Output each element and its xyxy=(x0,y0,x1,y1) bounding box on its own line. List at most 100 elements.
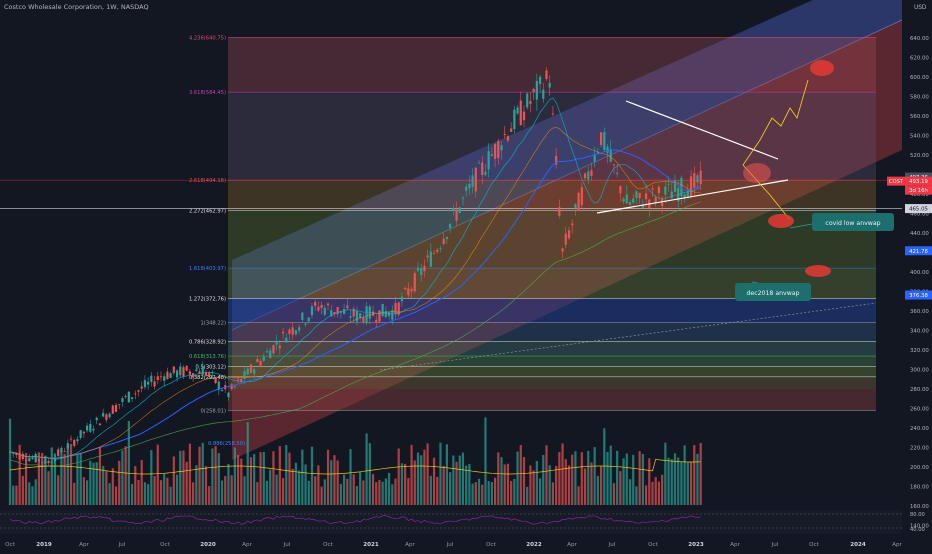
volume-bar xyxy=(455,461,458,505)
volume-bar xyxy=(111,468,114,505)
candle-body xyxy=(159,376,163,378)
candle-body xyxy=(60,447,63,453)
candle-body xyxy=(535,81,538,100)
volume-bar xyxy=(298,470,301,505)
price-tick: 560.00 xyxy=(910,114,929,120)
volume-bar xyxy=(359,471,362,505)
time-tick: Oct xyxy=(5,542,15,548)
ma-orange-line xyxy=(9,127,701,459)
price-tick: 340.00 xyxy=(910,329,929,335)
candles xyxy=(8,67,702,466)
volume-bar xyxy=(69,443,73,505)
volume-bar xyxy=(82,477,85,505)
fib-label-3: 2.272(462.97) xyxy=(189,209,226,215)
volume-bar xyxy=(21,475,24,505)
volume-bar xyxy=(41,453,44,505)
volume-bar xyxy=(638,451,641,505)
volume-bar xyxy=(281,478,285,505)
candle-body xyxy=(641,205,644,209)
candle-body xyxy=(47,461,50,464)
countdown-tag: 3d 16h xyxy=(909,188,928,194)
candle-body xyxy=(102,412,105,417)
time-tick: Apr xyxy=(405,542,415,548)
volume-bar xyxy=(192,482,195,505)
candle-body xyxy=(227,392,230,397)
volume-bar xyxy=(426,443,429,505)
candle-body xyxy=(92,428,95,431)
candle-body xyxy=(519,100,522,125)
time-tick: Oct xyxy=(160,542,170,548)
candle-body xyxy=(34,453,37,463)
candle-body xyxy=(516,107,519,114)
candle-body xyxy=(86,425,89,431)
candle-body xyxy=(240,378,243,383)
symbol-tag-bg xyxy=(887,176,905,186)
candle-body xyxy=(545,70,548,80)
volume-bar xyxy=(664,442,667,505)
volume-bar xyxy=(362,480,365,505)
candle-body xyxy=(439,248,442,249)
candle-body xyxy=(638,192,641,199)
volume-bar xyxy=(224,476,227,505)
volume-bar xyxy=(352,474,355,505)
volume-bar xyxy=(301,449,304,505)
candle-body xyxy=(609,149,612,162)
time-tick: Oct xyxy=(809,542,819,548)
time-tick: 2020 xyxy=(200,542,216,548)
candle-body xyxy=(314,302,317,306)
fib-label-11: 0(258.01) xyxy=(201,408,227,414)
volume-bar xyxy=(18,444,21,505)
price-tick: 400.00 xyxy=(910,270,929,276)
volume-bar xyxy=(490,482,493,505)
candle-body xyxy=(69,438,73,440)
fib-zone-8 xyxy=(228,356,876,367)
time-tick: Jul xyxy=(446,542,454,548)
fib-zone-7 xyxy=(228,341,876,357)
volume-bar xyxy=(127,420,130,505)
volume-bar xyxy=(648,458,651,505)
candle-body xyxy=(455,209,458,221)
candle-body xyxy=(118,404,121,406)
candle-body xyxy=(397,302,400,315)
volume-bar xyxy=(371,474,375,505)
volume-bar xyxy=(269,469,272,505)
candle-body xyxy=(381,303,384,317)
price-tick: 480.00 xyxy=(910,192,929,198)
candle-body xyxy=(359,313,362,319)
candle-body xyxy=(281,331,285,334)
candle-body xyxy=(506,136,510,141)
candle-body xyxy=(73,440,76,446)
candle-body xyxy=(423,265,426,272)
chart-title: Costco Wholesale Corporation, 1W, NASDAQ xyxy=(4,3,149,11)
candle-body xyxy=(484,171,487,175)
candle-body xyxy=(330,310,333,317)
fib-label-4: 1.618(403.97) xyxy=(189,266,226,272)
candle-body xyxy=(339,310,342,313)
candle-body xyxy=(493,144,497,159)
volume-bar xyxy=(211,448,214,505)
candle-body xyxy=(298,327,301,331)
volume-bar xyxy=(567,465,571,505)
candle-body xyxy=(449,223,452,228)
volume-bar xyxy=(680,461,683,505)
volume-bar xyxy=(538,478,542,505)
volume-bar xyxy=(140,460,143,505)
candle-body xyxy=(57,449,60,456)
volume-bar xyxy=(442,465,445,505)
volume-bar xyxy=(583,468,587,505)
volume-bar xyxy=(163,473,166,505)
volume-bar xyxy=(667,457,670,505)
ma-blue-line xyxy=(9,149,701,459)
volume-bar xyxy=(513,478,516,505)
target-ellipse-upper xyxy=(810,60,834,76)
volume-bar xyxy=(143,482,147,505)
volume-bar xyxy=(278,446,281,505)
volume-bar xyxy=(175,474,179,505)
candle-body xyxy=(606,146,609,154)
volume-bar xyxy=(208,486,211,505)
volume-ma-line xyxy=(9,458,701,475)
volume-bar xyxy=(407,477,410,505)
time-tick: Apr xyxy=(730,542,740,548)
